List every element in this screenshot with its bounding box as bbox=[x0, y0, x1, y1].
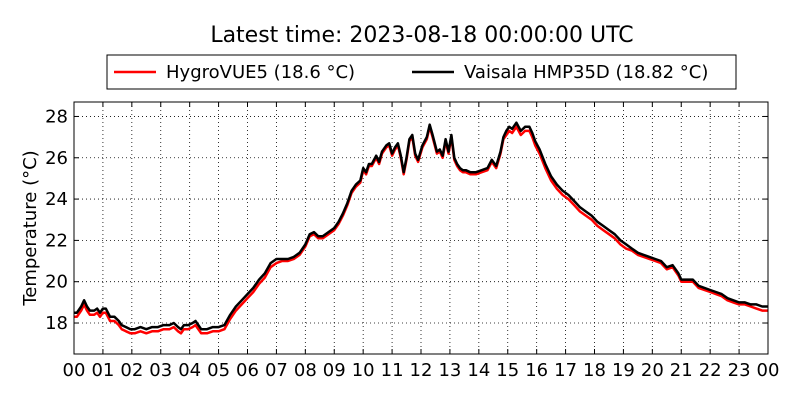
x-tick-label: 17 bbox=[554, 360, 577, 381]
x-tick-label: 00 bbox=[63, 360, 86, 381]
x-tick-label: 15 bbox=[496, 360, 519, 381]
x-tick-label: 09 bbox=[323, 360, 346, 381]
y-tick-label: 20 bbox=[45, 272, 68, 293]
x-tick-label: 05 bbox=[207, 360, 230, 381]
series-line-vaisala bbox=[74, 121, 768, 331]
x-tick-label: 12 bbox=[410, 360, 433, 381]
x-tick-label: 07 bbox=[265, 360, 288, 381]
x-tick-label: 23 bbox=[728, 360, 751, 381]
legend: HygroVUE5 (18.6 °C) Vaisala HMP35D (18.8… bbox=[106, 54, 737, 90]
x-tick-label: 03 bbox=[149, 360, 172, 381]
axis-ticks: 00 01 02 03 04 05 06 07 08 09 10 11 12 13 14 15 16 17 18 19… bbox=[45, 102, 779, 381]
y-tick-label: 26 bbox=[45, 148, 68, 169]
x-tick-label: 18 bbox=[583, 360, 606, 381]
legend-label-hygrovue5: HygroVUE5 (18.6 °C) bbox=[166, 62, 355, 83]
x-tick-label: 10 bbox=[352, 360, 375, 381]
y-tick-label: 24 bbox=[45, 189, 68, 210]
y-tick-label: 18 bbox=[45, 313, 68, 334]
x-tick-label: 02 bbox=[120, 360, 143, 381]
y-tick-label: 28 bbox=[45, 106, 68, 127]
plot-area-frame bbox=[73, 101, 769, 355]
x-tick-label: 01 bbox=[91, 360, 114, 381]
x-tick-label: 00 bbox=[757, 360, 780, 381]
x-tick-label: 13 bbox=[438, 360, 461, 381]
x-tick-label: 20 bbox=[641, 360, 664, 381]
x-tick-label: 08 bbox=[294, 360, 317, 381]
x-tick-label: 19 bbox=[612, 360, 635, 381]
chart-title: Latest time: 2023-08-18 00:00:00 UTC bbox=[210, 23, 633, 48]
legend-label-vaisala: Vaisala HMP35D (18.82 °C) bbox=[464, 62, 708, 83]
x-tick-label: 16 bbox=[525, 360, 548, 381]
grid bbox=[74, 102, 768, 354]
x-tick-label: 21 bbox=[670, 360, 693, 381]
x-tick-label: 22 bbox=[699, 360, 722, 381]
x-tick-label: 06 bbox=[236, 360, 259, 381]
x-tick-label: 11 bbox=[381, 360, 404, 381]
y-axis-label: Temperature (°C) bbox=[20, 150, 41, 306]
y-tick-label: 22 bbox=[45, 230, 68, 251]
series-lines bbox=[74, 121, 768, 335]
x-tick-label: 04 bbox=[178, 360, 201, 381]
x-tick-label: 14 bbox=[467, 360, 490, 381]
